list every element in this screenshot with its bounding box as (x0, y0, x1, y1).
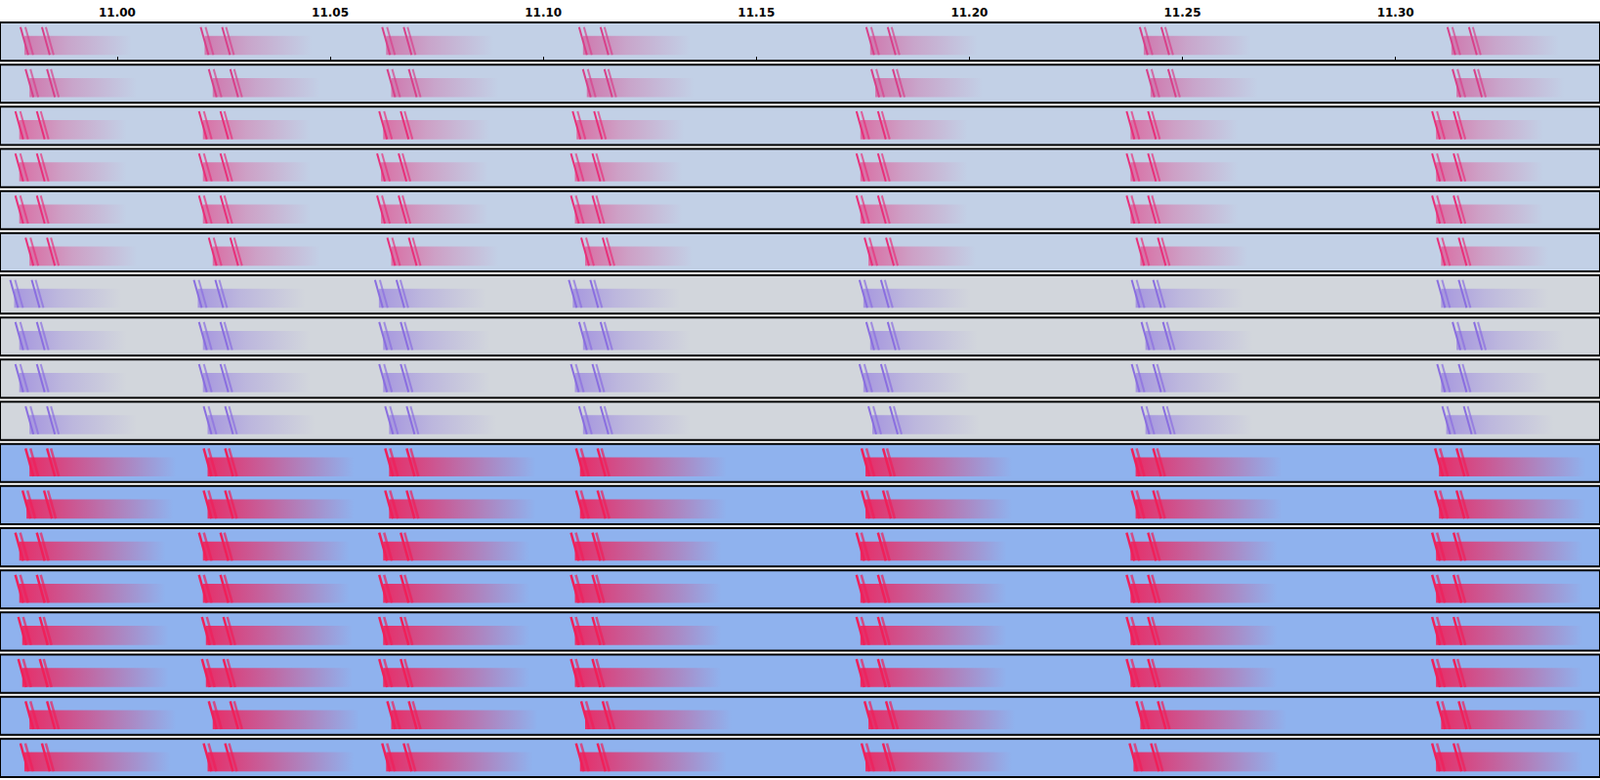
svg-text:11.20: 11.20 (950, 5, 988, 20)
svg-text:11.15: 11.15 (737, 5, 775, 20)
svg-text:11.00: 11.00 (98, 5, 136, 20)
svg-text:11.30: 11.30 (1377, 5, 1415, 20)
svg-text:11.10: 11.10 (524, 5, 562, 20)
svg-text:11.25: 11.25 (1164, 5, 1202, 20)
svg-text:11.05: 11.05 (311, 5, 349, 20)
